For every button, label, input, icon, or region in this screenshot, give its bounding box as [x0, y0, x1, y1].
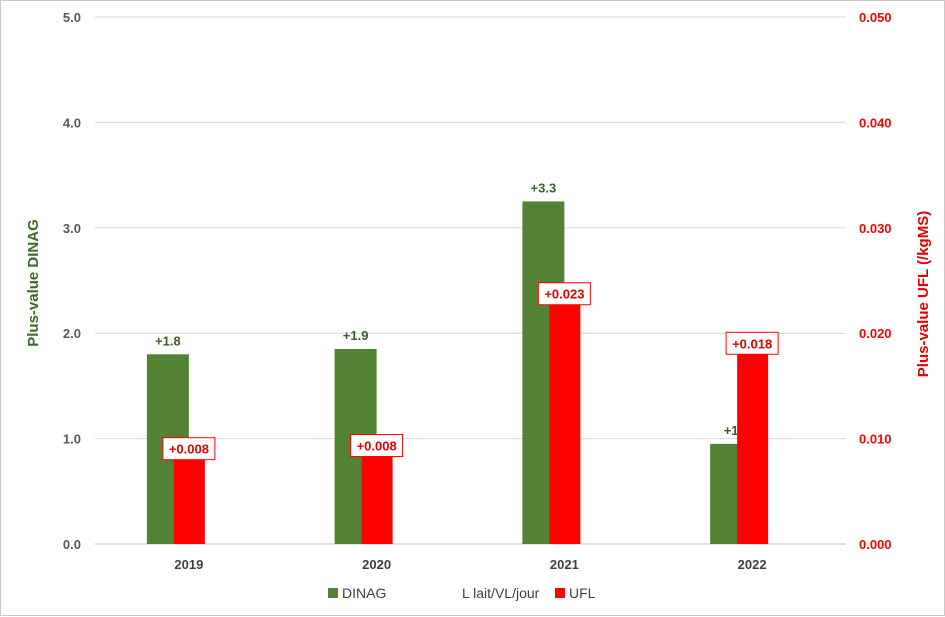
tick-labels: 0.0 0.000 1.0 0.010 2.0 0.020 3.0 0.030 4.0 0.040…: [63, 10, 892, 572]
data-label-ufl: +0.023: [544, 287, 584, 302]
bar-ufl: [737, 354, 769, 544]
data-labels: +1.8 +0.008 +1.9 +0.008 +3.3 +0.023 +1 +0.018: [155, 180, 779, 461]
tick-label-right: 0.000: [859, 537, 892, 552]
bar-ufl: [361, 456, 393, 544]
category-label: 2022: [738, 557, 767, 572]
tick-label-right: 0.050: [859, 10, 892, 25]
data-label-ufl-box: [350, 434, 404, 458]
y-axis-label-left: Plus-value DINAG: [25, 219, 42, 347]
data-label-dinag: +1.8: [155, 333, 181, 348]
legend-swatch-ufl: [555, 588, 565, 598]
tick-label-right: 0.040: [859, 115, 892, 130]
category-label: 2019: [174, 557, 203, 572]
tick-label-right: 0.030: [859, 221, 892, 236]
legend-label-l-lait: L lait/VL/jour: [462, 585, 540, 601]
tick-label-left: 4.0: [63, 115, 81, 130]
data-label-dinag: +1: [724, 423, 739, 438]
legend-swatch-dinag: [328, 588, 338, 598]
data-label-ufl-box: [725, 331, 779, 355]
data-label-ufl: +0.018: [732, 336, 772, 351]
data-label-ufl-box: [162, 437, 216, 461]
data-label-ufl-box: [537, 282, 591, 306]
tick-label-left: 1.0: [63, 432, 81, 447]
tick-label-right: 0.020: [859, 326, 892, 341]
bar-ufl: [173, 459, 205, 544]
legend: DINAG L lait/VL/jour UFL: [328, 585, 596, 601]
bars: [146, 201, 769, 544]
data-label-dinag: +3.3: [531, 180, 557, 195]
tick-label-left: 2.0: [63, 326, 81, 341]
tick-label-left: 5.0: [63, 10, 81, 25]
data-label-ufl: +0.008: [169, 442, 209, 457]
y-axis-label-right: Plus-value UFL (/kgMS): [915, 211, 932, 377]
category-label: 2021: [550, 557, 579, 572]
bar-ufl: [549, 304, 581, 544]
data-label-ufl: +0.008: [357, 439, 397, 454]
tick-label-left: 3.0: [63, 221, 81, 236]
legend-label-ufl: UFL: [569, 585, 596, 601]
tick-label-right: 0.010: [859, 432, 892, 447]
tick-label-left: 0.0: [63, 537, 81, 552]
data-label-dinag: +1.9: [343, 328, 369, 343]
legend-label-dinag: DINAG: [342, 585, 386, 601]
category-label: 2020: [362, 557, 391, 572]
